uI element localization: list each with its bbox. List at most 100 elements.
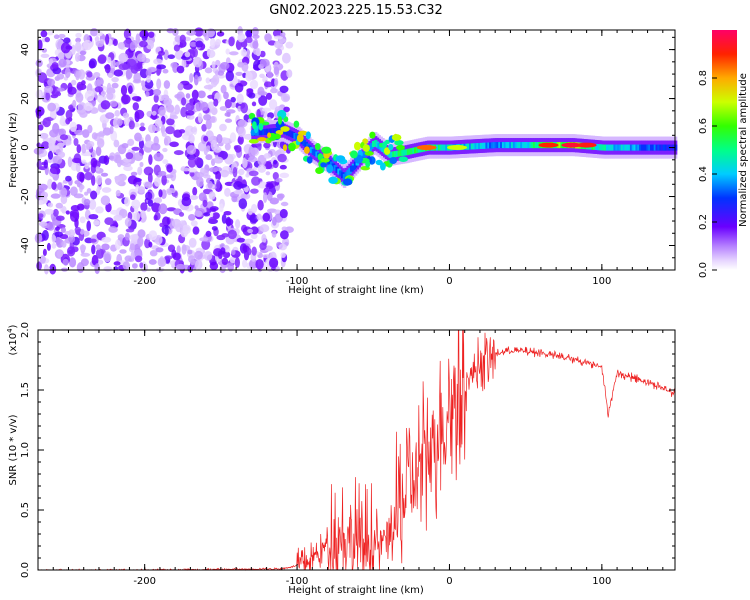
trace-core [522,142,526,149]
noise-blob [223,211,232,216]
trace-core [620,144,625,151]
noise-blob [279,164,287,170]
noise-blob [162,159,169,165]
noise-blob [247,247,252,256]
noise-blob [123,117,131,126]
noise-blob [122,112,130,119]
noise-blob [73,193,84,199]
noise-blob [195,40,204,48]
noise-blob [130,171,138,176]
noise-blob [84,172,93,181]
trace-core [437,144,442,151]
spectrogram-y-axis-label: Frequency (Hz) [8,112,19,188]
noise-blob [255,259,264,270]
noise-blob [247,228,254,234]
trace-core [328,159,332,166]
trace-core [267,128,272,135]
noise-blob [56,73,65,80]
noise-blob [106,92,114,100]
noise-blob [109,100,118,108]
noise-blob [127,138,135,146]
noise-blob [118,52,129,63]
noise-blob [62,258,69,266]
noise-blob [97,138,105,148]
trace-core [534,142,539,149]
noise-blob [148,259,157,265]
noise-blob [250,232,258,240]
noise-blob [227,262,234,272]
noise-blob [184,125,195,136]
noise-blob [72,157,82,164]
noise-blob [191,89,199,101]
noise-blob [69,121,78,132]
noise-blob [261,233,267,244]
noise-blob [131,146,140,151]
noise-blob [75,32,82,38]
trace-core [337,168,341,175]
trace-core [381,146,385,152]
noise-blob [90,157,98,168]
noise-blob [265,92,273,100]
noise-blob [114,110,120,117]
trace-core [330,161,334,168]
noise-blob [186,145,197,155]
noise-blob [215,39,222,45]
noise-blob [178,129,186,134]
noise-blob [129,243,136,251]
y-tick-label: 2.0 [20,322,31,338]
noise-blob [153,214,158,221]
noise-blob [238,168,245,176]
noise-blob [129,234,139,241]
noise-blob [79,172,85,183]
noise-blob [134,132,142,142]
trace-core [333,165,338,172]
trace-core [403,149,407,156]
noise-blob [155,247,164,253]
noise-blob [36,160,42,170]
trace-core [635,144,639,151]
noise-blob [111,77,119,83]
noise-blob [162,147,168,153]
trace-core [664,144,669,151]
trace-core [309,147,314,154]
noise-blob [47,102,57,112]
noise-blob [38,183,48,191]
trace-clump [248,139,259,144]
noise-blob [149,250,158,257]
noise-blob [211,60,216,69]
noise-blob [139,126,146,132]
noise-blob [224,112,231,117]
trace-clump [303,146,310,154]
noise-blob [272,172,279,180]
noise-blob [134,109,145,120]
noise-blob [192,186,198,196]
noise-blob [182,224,191,235]
noise-blob [248,170,259,177]
noise-blob [173,150,184,156]
noise-blob [134,211,141,222]
noise-blob [225,70,234,82]
trace-core [651,144,656,151]
noise-blob [146,75,151,83]
noise-blob [127,85,133,95]
noise-blob [51,242,57,249]
trace-core [344,171,349,178]
trace-core [295,133,299,140]
noise-blob [113,214,123,221]
noise-blob [47,78,56,87]
noise-blob [139,161,144,168]
noise-blob [154,127,161,132]
noise-blob [224,137,230,144]
noise-blob [173,44,180,52]
noise-blob [190,220,198,227]
trace-core [348,167,352,174]
trace-clump [267,132,272,138]
trace-core [523,142,528,149]
noise-blob [101,236,112,243]
noise-blob [90,28,99,37]
noise-blob [243,158,248,166]
noise-blob [209,167,219,173]
noise-blob [132,102,139,111]
trace-core [287,130,292,137]
noise-blob [215,170,222,181]
